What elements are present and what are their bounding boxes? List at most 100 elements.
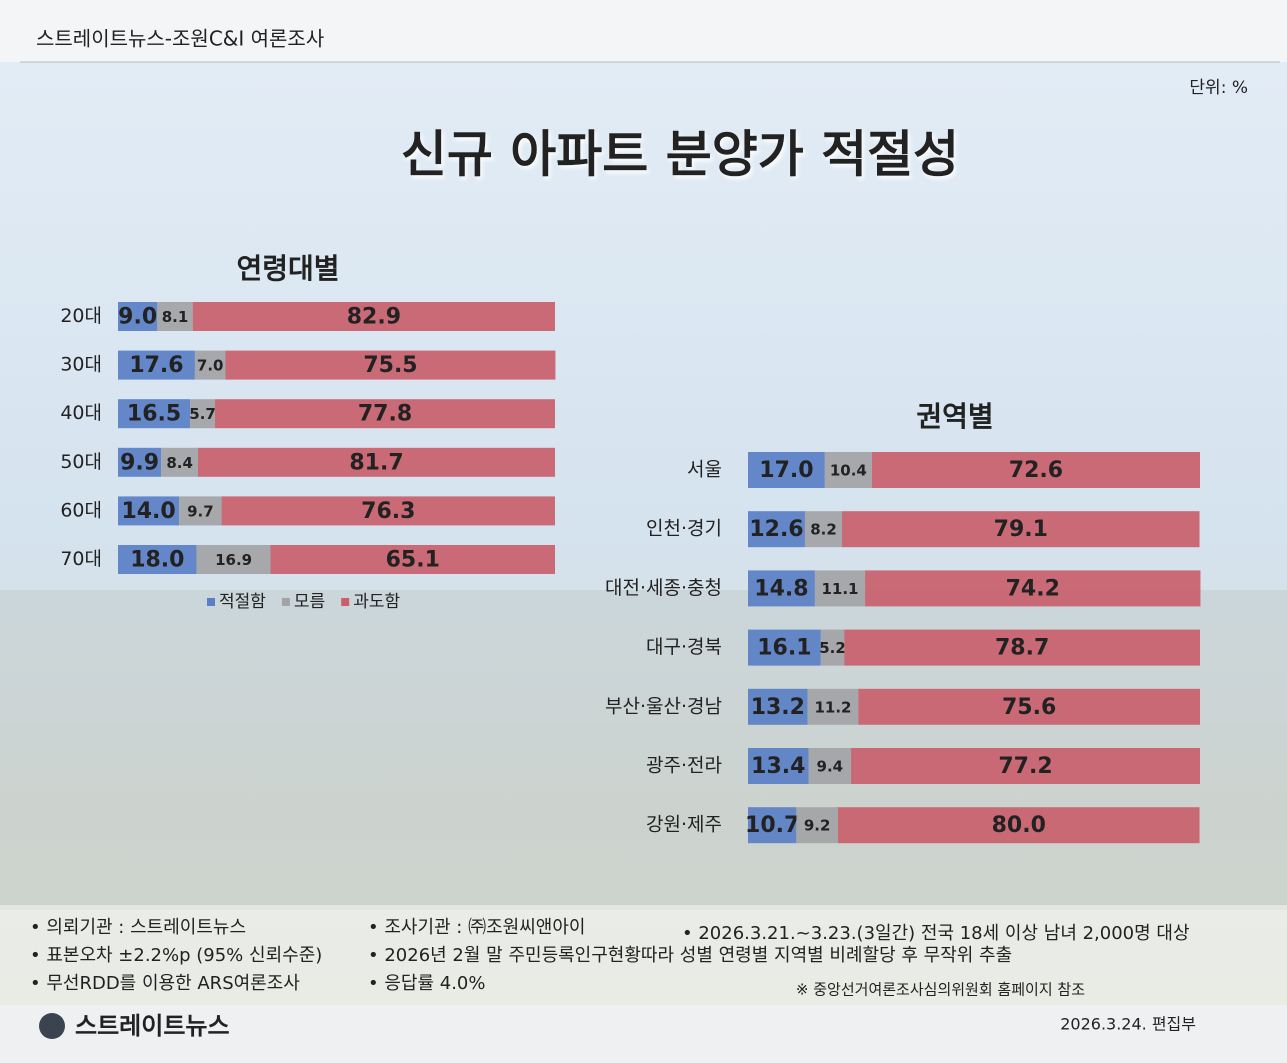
- category-label: 대전·세종·충청: [605, 577, 722, 599]
- value-label: 16.1: [757, 636, 811, 661]
- value-label: 9.7: [187, 502, 214, 520]
- bar-segment: [748, 511, 805, 548]
- bar-segment: [118, 496, 180, 526]
- chart-title: 연령대별: [236, 252, 339, 285]
- bar-segment: [270, 545, 555, 574]
- category-label: 서울: [687, 459, 722, 481]
- value-label: 5.2: [819, 639, 846, 657]
- value-label: 16.5: [127, 402, 181, 427]
- category-label: 60대: [60, 499, 102, 521]
- legend-label: 적절함: [219, 592, 266, 612]
- category-label: 대구·경북: [646, 636, 722, 658]
- logo-icon: [39, 1013, 65, 1039]
- bar-segment: [814, 570, 866, 607]
- category-label: 부산·울산·경남: [605, 695, 722, 717]
- value-label: 9.2: [804, 817, 831, 835]
- bar-segment: [851, 748, 1200, 784]
- value-label: 7.0: [197, 357, 224, 375]
- notes-panel: [0, 905, 1287, 1005]
- header-bar: [0, 0, 1287, 62]
- value-label: 82.9: [347, 305, 401, 330]
- bar-segment: [865, 570, 1201, 607]
- bar-segment: [157, 302, 193, 331]
- category-label: 광주·전라: [646, 755, 722, 777]
- bar-segment: [196, 545, 271, 574]
- value-label: 14.8: [754, 576, 808, 601]
- value-label: 9.0: [118, 305, 157, 330]
- bar-segment: [215, 399, 555, 429]
- note: • 2026년 2월 말 주민등록인구현황따라 성별 연령별 지역별 비례할당 …: [368, 945, 1012, 966]
- category-label: 40대: [60, 402, 102, 424]
- category-label: 30대: [60, 354, 102, 376]
- value-label: 75.6: [1002, 695, 1056, 720]
- category-label: 강원·제주: [646, 814, 722, 836]
- bar-segment: [221, 496, 555, 526]
- value-label: 81.7: [349, 450, 403, 475]
- unit: 단위: %: [1189, 78, 1248, 98]
- bar-segment: [748, 629, 821, 666]
- bar-segment: [118, 350, 195, 380]
- legend-label: 모름: [294, 592, 325, 612]
- bar-segment: [118, 545, 197, 574]
- note: • 응답률 4.0%: [368, 973, 485, 994]
- value-label: 12.6: [749, 517, 803, 542]
- value-label: 13.4: [751, 754, 805, 779]
- value-label: 77.8: [358, 402, 412, 427]
- note: • 조사기관 : ㈜조원씨앤아이: [368, 917, 585, 938]
- bar-segment: [824, 452, 872, 488]
- value-label: 79.1: [994, 517, 1048, 542]
- bar-segment: [748, 748, 809, 784]
- bar-segment: [179, 496, 222, 526]
- bar-segment: [225, 350, 556, 380]
- chart-title: 권역별: [916, 400, 993, 433]
- bar-segment: [161, 447, 198, 477]
- bar-segment: [748, 688, 808, 725]
- value-label: 11.1: [821, 580, 858, 598]
- legend-label: 과도함: [353, 592, 400, 612]
- bar-segment: [118, 302, 158, 331]
- category-label: 20대: [60, 305, 102, 327]
- value-label: 9.9: [120, 450, 159, 475]
- bar-segment: [192, 302, 556, 331]
- value-label: 13.2: [751, 695, 805, 720]
- bar-segment: [842, 511, 1200, 548]
- bar-segment: [118, 447, 162, 477]
- value-label: 17.6: [129, 353, 183, 378]
- bar-segment: [804, 511, 843, 548]
- value-label: 77.2: [998, 754, 1052, 779]
- bar-segment: [858, 688, 1200, 725]
- value-label: 10.7: [745, 813, 799, 838]
- legend-swatch: [281, 598, 290, 606]
- value-label: 76.3: [361, 499, 415, 524]
- footer-date: 2026.3.24. 편집부: [1060, 1015, 1196, 1034]
- bar-segment: [748, 807, 797, 844]
- bar-segment: [808, 748, 852, 784]
- value-label: 72.6: [1009, 458, 1063, 483]
- value-label: 80.0: [992, 813, 1046, 838]
- logo: 스트레이트뉴스: [75, 1012, 230, 1040]
- bar-segment: [844, 629, 1200, 666]
- note: • 의뢰기관 : 스트레이트뉴스: [30, 917, 246, 938]
- value-label: 8.4: [166, 454, 193, 472]
- bar-segment: [796, 807, 838, 844]
- bar-segment: [118, 399, 191, 429]
- legend-swatch: [341, 598, 350, 606]
- category-label: 50대: [60, 451, 102, 473]
- category-label: 70대: [60, 548, 102, 570]
- value-label: 8.1: [162, 308, 189, 326]
- value-label: 8.2: [810, 521, 837, 539]
- value-label: 18.0: [130, 548, 184, 573]
- value-label: 14.0: [121, 499, 175, 524]
- header: 스트레이트뉴스-조원C&I 여론조사: [36, 27, 324, 51]
- bar-segment: [197, 447, 555, 477]
- title: 신규 아파트 분양가 적절성: [401, 126, 959, 184]
- value-label: 9.4: [817, 758, 844, 776]
- bar-segment: [748, 452, 825, 488]
- bar-segment: [194, 350, 226, 380]
- value-label: 78.7: [995, 636, 1049, 661]
- note: • 무선RDD를 이용한 ARS여론조사: [30, 973, 300, 994]
- value-label: 11.2: [814, 698, 851, 716]
- footer-bar: [0, 1005, 1287, 1063]
